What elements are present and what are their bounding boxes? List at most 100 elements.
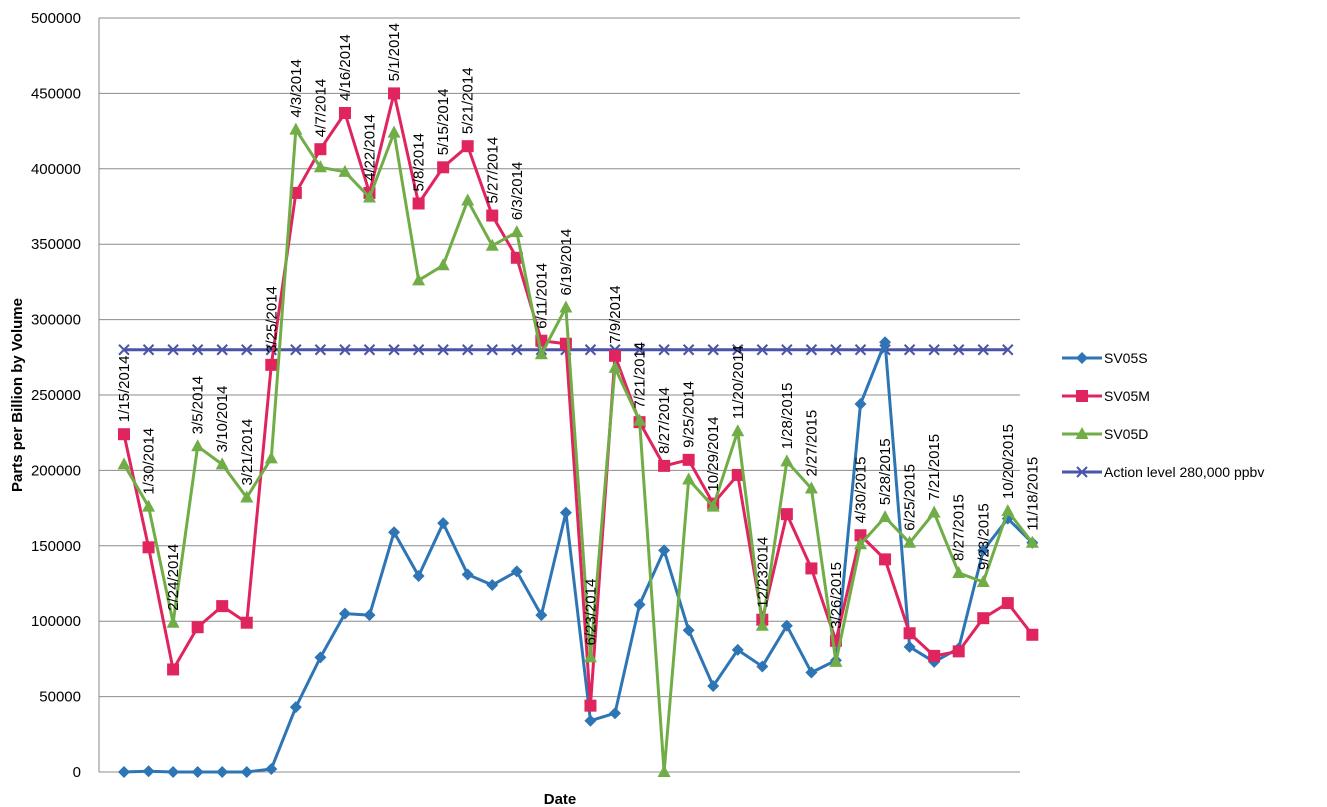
series-sv05s-point [977,544,990,557]
series-action-level-280-000-ppbv-point [461,344,474,356]
series-sv05d-point [633,413,647,426]
series-action-level-280-000-ppbv-point [241,344,253,356]
series-sv05d-point [412,273,426,286]
series-sv05d-point [142,499,156,512]
series-sv05m-point [1026,628,1039,641]
series-sv05d-point [436,258,450,271]
legend-item: SV05D [1062,426,1148,442]
date-label: 7/21/2014 [632,342,649,409]
series-sv05d-point [804,481,818,494]
date-label: 4/16/2014 [337,34,354,101]
series-sv05s-point [731,643,744,656]
series-action-level-280-000-ppbv-point [118,344,130,356]
x-axis-title: Date [544,791,577,807]
legend-item: SV05M [1062,388,1150,404]
series-sv05m-point [289,186,302,199]
date-label: 12/232014 [754,537,771,608]
series-sv05d-point [927,505,941,518]
series-sv05d-point [289,122,303,135]
series-sv05s-point [609,707,621,720]
series-sv05m-point [412,197,425,210]
series-sv05d-point [952,565,966,578]
date-label: 4/22/2014 [362,114,379,181]
series-sv05d-point [682,472,696,485]
series-sv05m-point [780,508,793,521]
series-sv05d-point [1025,535,1039,548]
series-sv05m-point [731,468,744,481]
series-action-level-280-000-ppbv-point [314,344,327,356]
series-sv05s-point [338,607,351,620]
series-sv05d-point [854,537,867,550]
series-sv05s-point [879,336,892,349]
date-label: 6/19/2014 [558,229,575,296]
series-action-level-280-000-ppbv-point [781,344,793,356]
series-sv05m-point [240,616,253,629]
series-sv05s-point [216,766,229,778]
series-sv05d-point [534,347,548,360]
date-label: 9/25/2014 [681,381,698,448]
legend-swatch-point [1076,390,1088,402]
date-label: 4/7/2014 [312,79,329,137]
series-sv05d-point [510,225,524,238]
series-sv05m-point [510,251,523,264]
series-action-level-280-000-ppbv-point [952,344,965,356]
series-sv05s-point [584,714,597,727]
series-sv05s-point [559,506,572,519]
date-label: 10/20/2015 [1000,424,1017,499]
series-sv05m-point [216,600,229,613]
y-tick-label: 450000 [31,85,81,102]
series-sv05m-point [584,699,597,712]
series-action-level-280-000-ppbv-point [142,344,155,356]
series-sv05s-point [805,666,818,679]
date-label: 11/20/2014 [730,345,747,419]
date-label: 4/30/2015 [853,457,870,524]
series-sv05d-point [829,654,843,667]
legend-swatch-point [1075,427,1089,439]
date-label: 2/27/2015 [803,410,820,477]
series-action-level-280-000-ppbv-point [437,344,449,356]
y-tick-label: 50000 [39,689,81,706]
series-sv05m-point [879,553,892,566]
series-sv05d-point [264,451,278,464]
y-tick-label: 150000 [31,538,81,555]
series-sv05d-point [903,535,917,548]
series-sv05d-point [485,238,499,251]
y-tick-label: 200000 [31,462,81,479]
series-action-level-280-000-ppbv-point [830,344,842,356]
series-action-level-280-000-ppbv-point [290,344,302,356]
series-sv05d-point [878,510,892,523]
series-action-level-280-000-ppbv-point [707,344,719,356]
series-action-level-280-000-ppbv-point [756,344,769,356]
date-label: 9/23/2015 [975,503,992,570]
series-sv05m-point [265,358,278,371]
date-label: 3/5/2014 [190,376,207,434]
series-sv05s-point [314,651,327,664]
series-sv05m-point [928,649,941,662]
series-sv05m-point [1001,597,1014,610]
series-sv05s-point [240,766,253,778]
series-sv05s-point [707,680,720,693]
series-action-level-280-000-ppbv-point [388,344,400,356]
series-action-level-280-000-ppbv-point [339,344,351,356]
series-action-level-280-000-ppbv-point [682,344,695,356]
series-sv05s-point [682,624,695,637]
y-tick-label: 100000 [31,613,81,630]
series-sv05s-point [142,765,155,778]
date-label: 3/25/2014 [263,286,280,353]
series-sv05m-point [609,349,621,362]
legend-swatch-point [1076,352,1088,364]
y-tick-label: 250000 [31,387,81,404]
date-labels: 1/15/2014 1/30/2014 2/24/2014 3/5/2014 3/10/… [116,23,1041,645]
series-action-level-280-000-ppbv-point [511,344,523,356]
series-sv05d-point [166,615,180,628]
date-label: 2/24/2014 [165,544,182,611]
series-sv05d-point [117,457,131,470]
series-sv05d-point [338,164,352,177]
date-label: 6/25/2015 [902,464,919,531]
series-sv05m-point [338,107,351,120]
gridlines [99,17,1020,773]
series-sv05d-point [706,499,720,512]
series-sv05s-point [118,766,130,778]
y-axis-title: Parts per Billion by Volume [9,298,26,492]
series-sv05s [118,336,1039,778]
